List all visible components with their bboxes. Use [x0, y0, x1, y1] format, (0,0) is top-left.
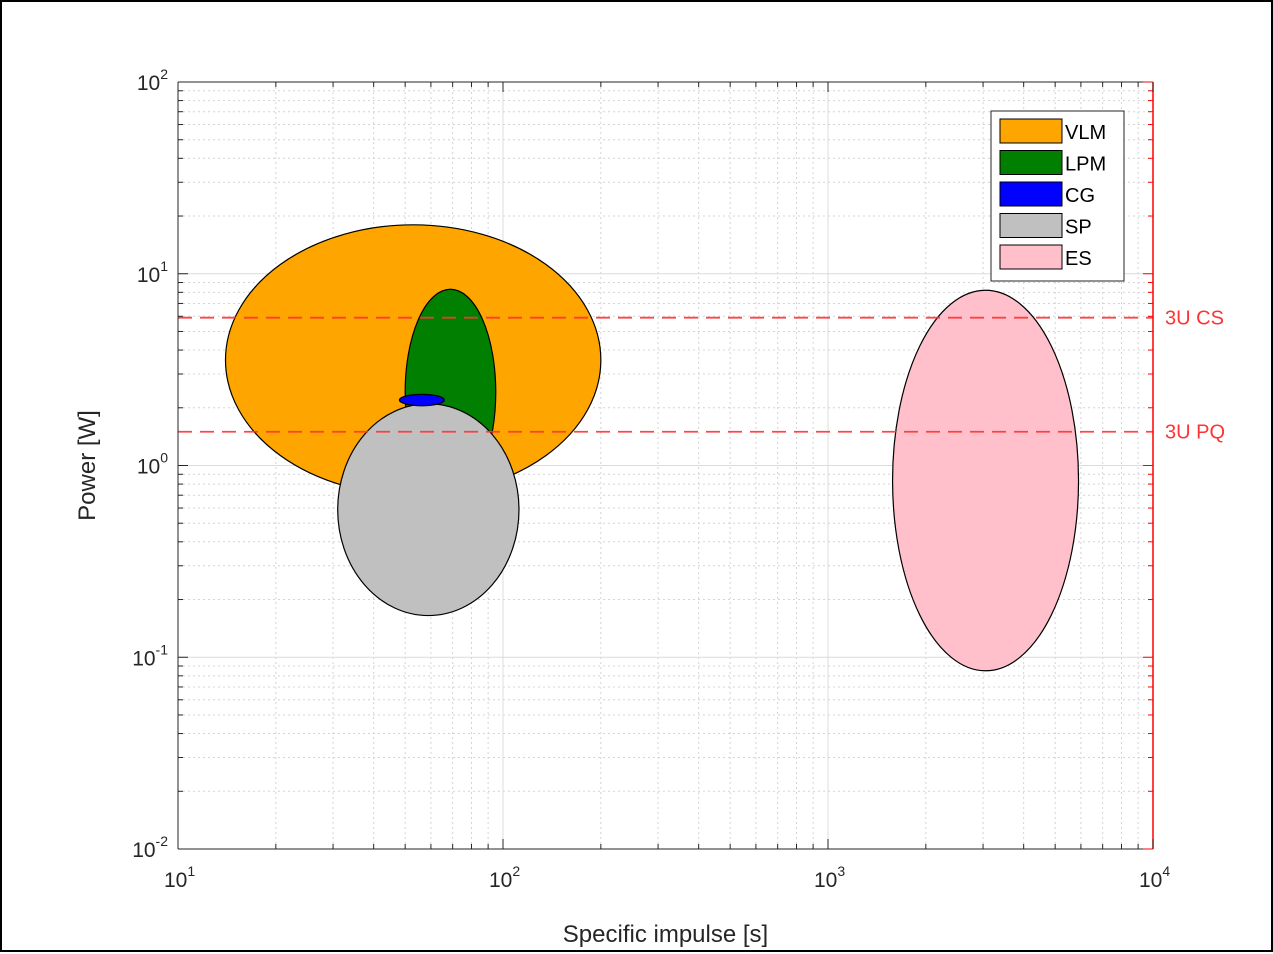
y-tick-label: 10-1 — [132, 641, 168, 670]
axes: 101 102 103 104 10-2 10-1 100 101 102 Specific im… — [74, 66, 1170, 948]
reference-lines: 3U CS 3U PQ — [178, 308, 1225, 444]
y-tick-label: 101 — [137, 258, 168, 287]
region-es — [891, 289, 1080, 672]
legend-swatch-sp — [999, 213, 1063, 238]
region-sp — [337, 403, 520, 617]
legend-label-vlm: VLM — [1065, 122, 1106, 144]
legend-swatch-es — [999, 244, 1063, 270]
x-tick-label: 104 — [1139, 863, 1170, 892]
reference-label-3u-pq: 3U PQ — [1165, 422, 1225, 444]
x-tick-label: 101 — [164, 863, 195, 892]
legend-swatch-cg — [999, 181, 1063, 207]
legend: VLM LPM CG SP ES — [990, 110, 1125, 282]
x-tick-label: 103 — [814, 863, 845, 892]
legend-label-es: ES — [1065, 248, 1092, 270]
y-tick-label: 102 — [137, 66, 168, 95]
region-cg — [398, 393, 445, 407]
legend-label-lpm: LPM — [1065, 154, 1106, 176]
reference-label-3u-cs: 3U CS — [1165, 308, 1224, 330]
y-tick-label: 100 — [137, 450, 168, 479]
legend-label-sp: SP — [1065, 217, 1092, 239]
y-tick-label: 10-2 — [132, 833, 168, 862]
legend-swatch-vlm — [999, 118, 1063, 144]
x-axis-label: Specific impulse [s] — [563, 921, 768, 948]
legend-swatch-lpm — [999, 150, 1063, 175]
regions — [224, 224, 1080, 672]
x-tick-label: 102 — [489, 863, 520, 892]
legend-label-cg: CG — [1065, 185, 1095, 207]
y-axis-label: Power [W] — [74, 410, 101, 521]
